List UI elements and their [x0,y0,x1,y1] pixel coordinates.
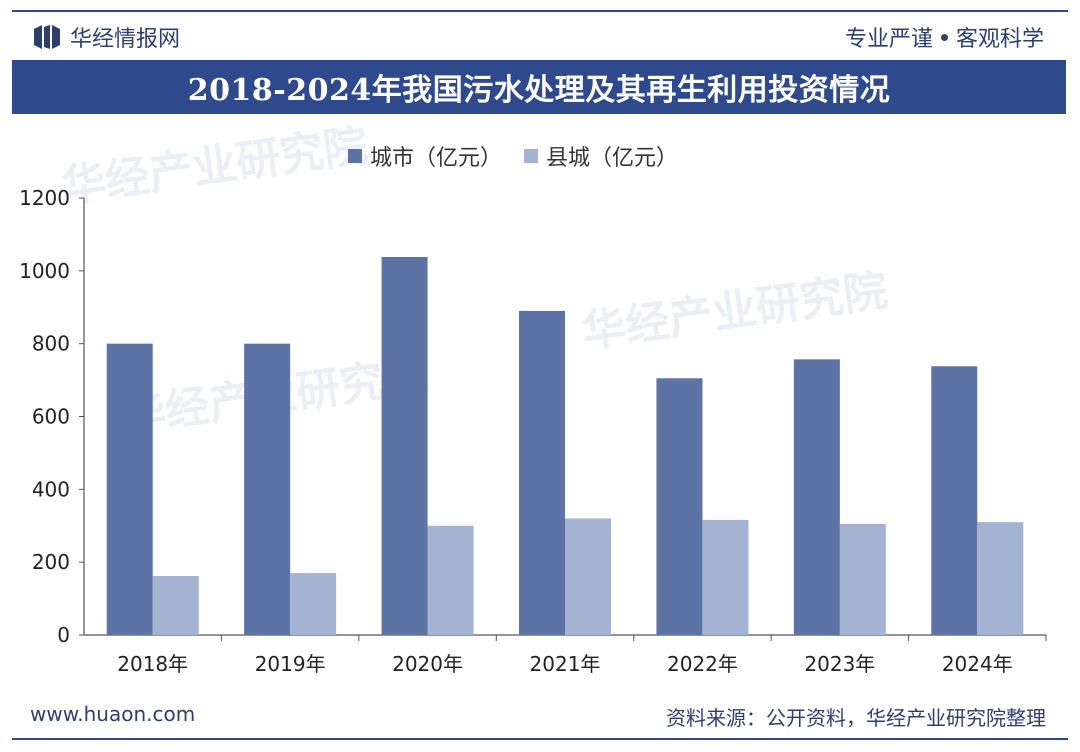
y-tick-label: 200 [32,550,70,574]
bar-city [106,343,153,635]
x-tick-label: 2021年 [530,652,601,676]
slogan-right: 客观科学 [955,27,1044,52]
bar-county [565,518,611,635]
footer-website: www.huaon.com [30,702,196,726]
brand: 华经情报网 [34,22,180,52]
y-tick-label: 800 [32,332,70,356]
chart-title: 2018-2024年我国污水处理及其再生利用投资情况 [187,73,891,108]
y-tick-label: 400 [32,477,70,501]
legend-swatch-city [348,149,362,163]
y-tick-label: 1200 [19,186,70,210]
bar-city [381,256,428,635]
chart-title-bar: 2018-2024年我国污水处理及其再生利用投资情况 [12,60,1066,114]
x-tick-label: 2022年 [667,652,738,676]
legend-label-county: 县城（亿元） [546,146,679,171]
legend-item-county: 县城（亿元） [524,140,678,172]
chart-legend: 城市（亿元） 县城（亿元） [348,140,678,172]
footer-source: 资料来源：公开资料，华经产业研究院整理 [666,706,1046,730]
bar-city [793,359,840,635]
y-tick-label: 0 [57,623,70,647]
y-tick-label: 600 [32,405,70,429]
y-tick-label: 1000 [19,259,70,283]
brand-logo-icon [34,25,60,49]
slogan: 专业严谨 客观科学 [845,22,1044,52]
x-tick-label: 2019年 [255,652,326,676]
legend-swatch-county [524,149,539,163]
bar-county [290,573,337,635]
brand-name: 华经情报网 [70,27,181,52]
bar-city [931,366,978,635]
bar-city [656,378,703,635]
x-tick-label: 2018年 [117,652,188,676]
bar-county [839,523,886,635]
bar-county [152,576,199,635]
bar-city [244,343,291,635]
slogan-left: 专业严谨 [844,27,933,52]
x-tick-label: 2020年 [392,652,463,676]
x-tick-label: 2023年 [804,652,875,676]
bar-city [519,310,565,635]
legend-label-city: 城市（亿元） [370,146,503,171]
header-rule [12,10,1068,12]
bar-county [977,522,1024,635]
bar-county [702,519,749,635]
x-tick-label: 2024年 [942,652,1013,676]
bar-county [427,525,474,635]
legend-item-city: 城市（亿元） [348,140,502,172]
footer-rule [12,738,1068,740]
dot-separator-icon [940,33,948,41]
